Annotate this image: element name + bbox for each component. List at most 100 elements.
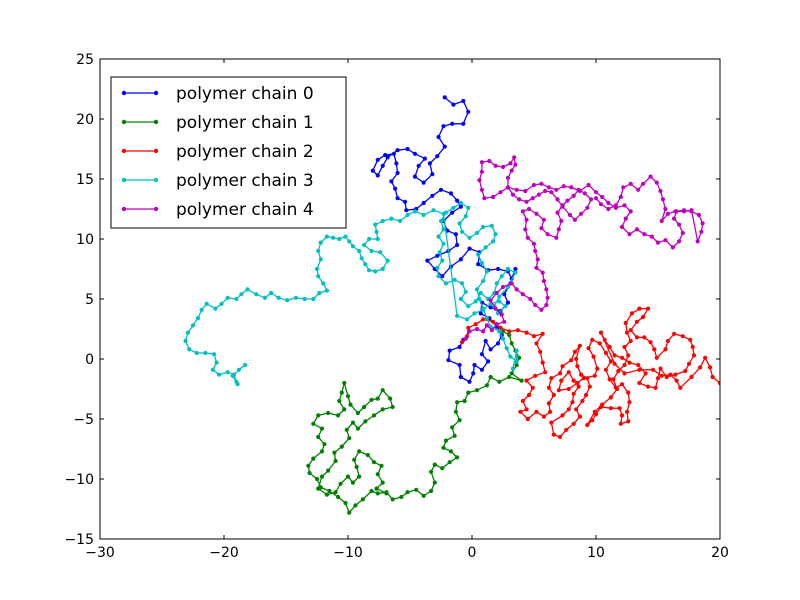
data-point [541, 217, 547, 222]
y-tick-label: 0 [85, 352, 94, 368]
data-point [242, 362, 248, 368]
data-point [717, 380, 720, 386]
data-point [690, 344, 695, 350]
data-point [269, 290, 274, 296]
data-point [586, 346, 591, 351]
data-point [551, 392, 556, 398]
data-point [582, 191, 587, 196]
data-point [379, 463, 384, 468]
data-point [380, 388, 385, 393]
data-point [213, 306, 218, 311]
data-point [412, 174, 418, 179]
data-point [627, 360, 632, 365]
data-point [665, 338, 671, 344]
data-point [659, 218, 664, 224]
data-point [342, 407, 347, 412]
data-point [235, 382, 240, 387]
data-point [339, 390, 344, 395]
data-point [355, 410, 361, 416]
data-point [498, 325, 503, 330]
data-point [395, 170, 400, 176]
data-point [564, 427, 569, 432]
data-point [490, 239, 496, 244]
data-point [324, 492, 330, 497]
data-point [551, 432, 556, 437]
data-point [467, 379, 472, 384]
data-point [561, 184, 566, 189]
data-point [484, 269, 489, 274]
data-point [622, 371, 627, 376]
data-point [587, 384, 592, 389]
data-point [455, 313, 460, 318]
data-point [607, 377, 612, 382]
data-point [342, 380, 347, 386]
data-point [570, 400, 575, 405]
data-point [508, 161, 513, 166]
data-point [593, 190, 599, 195]
data-point [637, 306, 642, 311]
data-point [455, 242, 460, 248]
data-point [493, 306, 498, 311]
data-point [623, 216, 628, 221]
data-point [388, 396, 393, 401]
data-point [452, 277, 457, 282]
data-point [421, 212, 426, 218]
data-point [350, 244, 356, 249]
series-layer [183, 95, 720, 515]
data-point [531, 182, 537, 188]
legend-label: polymer chain 2 [176, 142, 314, 162]
data-point [559, 378, 564, 383]
data-point [681, 209, 687, 214]
data-point [524, 330, 529, 335]
data-point [494, 281, 499, 286]
data-point [658, 366, 663, 371]
data-point [703, 355, 708, 360]
data-point [588, 197, 594, 202]
data-point [560, 364, 565, 369]
data-point [412, 151, 418, 156]
data-point [311, 456, 316, 461]
data-point [655, 240, 661, 245]
data-point [606, 206, 611, 212]
data-point [380, 480, 385, 485]
data-point [357, 449, 362, 454]
data-point [707, 365, 713, 370]
legend: polymer chain 0 polymer chain 1 polymer ch… [110, 76, 347, 229]
data-point [486, 359, 491, 364]
data-point [499, 274, 504, 279]
data-point [614, 386, 620, 392]
data-point [357, 248, 362, 254]
data-point [474, 287, 480, 292]
data-point [536, 192, 542, 197]
data-point [520, 209, 525, 214]
data-point [510, 366, 516, 371]
data-point [680, 334, 685, 339]
data-point [597, 341, 602, 346]
data-point [544, 287, 549, 292]
data-point [628, 181, 633, 186]
data-point [488, 298, 493, 303]
data-point [204, 301, 209, 306]
data-point [183, 338, 188, 344]
data-point [360, 497, 365, 502]
data-point [479, 352, 485, 357]
data-point [357, 474, 362, 479]
data-point [451, 205, 456, 210]
data-point [478, 290, 483, 296]
data-point [618, 421, 623, 426]
data-point [371, 413, 377, 418]
series-chain-4 [463, 155, 705, 341]
data-point [488, 305, 493, 310]
legend-marker [153, 90, 159, 96]
data-point [316, 248, 321, 254]
legend-label: polymer chain 0 [176, 84, 314, 104]
data-point [187, 347, 192, 352]
data-point [523, 227, 528, 232]
data-point [459, 229, 465, 234]
data-point [421, 180, 426, 185]
data-point [462, 398, 467, 404]
data-point [371, 460, 377, 465]
data-point [350, 420, 356, 425]
data-point [450, 210, 455, 215]
data-point [481, 317, 486, 322]
